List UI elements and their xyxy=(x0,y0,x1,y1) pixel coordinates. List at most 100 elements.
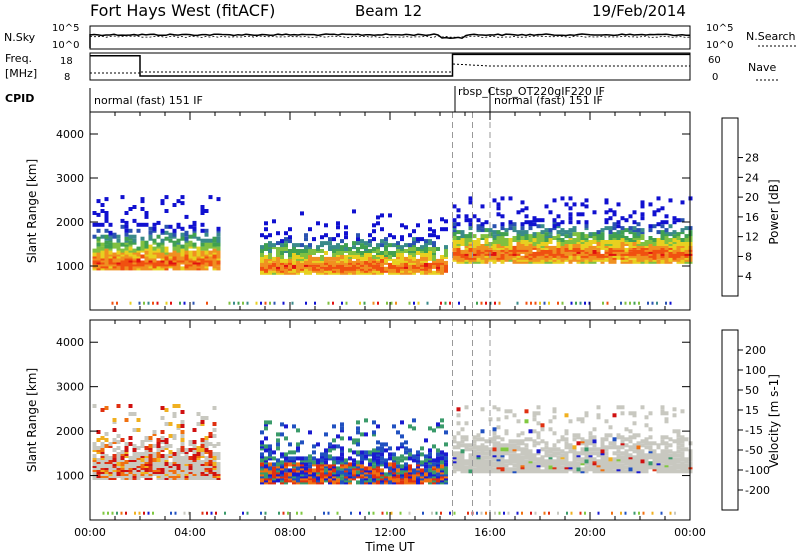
echo-cell xyxy=(676,437,681,442)
echo-cell xyxy=(356,258,360,263)
echo-cell xyxy=(579,511,582,515)
echo-cell xyxy=(134,511,136,515)
echo-cell xyxy=(668,232,673,237)
echo-cell xyxy=(308,464,312,469)
echo-cell xyxy=(104,240,109,245)
echo-cell xyxy=(144,222,149,227)
echo-cell xyxy=(632,220,637,225)
echo-cell xyxy=(368,239,372,244)
echo-cell xyxy=(648,240,653,244)
echo-cell xyxy=(352,458,356,463)
echo-cell xyxy=(444,462,448,467)
echo-cell xyxy=(180,410,185,414)
echo-cell xyxy=(284,456,288,461)
echo-cell xyxy=(192,450,197,454)
echo-cell xyxy=(312,249,316,253)
echo-cell xyxy=(485,511,487,515)
echo-cell xyxy=(644,437,649,442)
echo-cell xyxy=(212,236,217,241)
echo-cell xyxy=(600,232,605,237)
echo-cell xyxy=(512,236,517,240)
echo-cell xyxy=(332,256,336,261)
echo-cell xyxy=(648,202,653,207)
echo-cell xyxy=(464,218,469,223)
echo-cell xyxy=(496,425,501,430)
freq-label: Freq. xyxy=(5,52,32,65)
echo-cell xyxy=(568,206,573,211)
echo-cell xyxy=(108,460,113,464)
echo-cell xyxy=(132,218,137,223)
echo-cell xyxy=(148,230,153,235)
echo-cell xyxy=(356,480,360,485)
echo-cell xyxy=(498,301,501,305)
echo-cell xyxy=(380,456,384,461)
echo-cell xyxy=(132,412,137,416)
echo-cell xyxy=(528,238,533,242)
echo-cell xyxy=(196,412,201,416)
echo-cell xyxy=(380,227,384,232)
echo-cell xyxy=(192,301,195,305)
echo-cell xyxy=(396,260,400,265)
echo-cell xyxy=(632,259,637,264)
echo-cell xyxy=(188,440,193,444)
echo-cell xyxy=(496,417,501,422)
echo-cell xyxy=(216,254,221,259)
echo-cell xyxy=(476,433,481,438)
echo-cell xyxy=(452,469,457,474)
colorbar-tick-label: -100 xyxy=(745,464,770,477)
echo-cell xyxy=(404,472,408,477)
echo-cell xyxy=(208,238,213,243)
echo-cell xyxy=(460,435,465,440)
echo-cell xyxy=(648,228,653,233)
echo-cell xyxy=(148,460,153,464)
echo-cell xyxy=(292,260,296,265)
echo-cell xyxy=(136,428,141,432)
echo-cell xyxy=(484,234,489,239)
echo-cell xyxy=(308,249,312,253)
echo-cell xyxy=(436,235,440,240)
echo-cell xyxy=(192,242,197,247)
echo-cell xyxy=(504,463,509,468)
echo-cell xyxy=(552,415,557,420)
echo-cell xyxy=(556,222,561,227)
echo-cell xyxy=(444,456,448,461)
echo-cell xyxy=(632,242,637,246)
echo-cell xyxy=(592,236,597,240)
echo-cell xyxy=(316,221,320,226)
echo-cell xyxy=(152,238,157,243)
echo-cell xyxy=(276,446,280,451)
echo-cell xyxy=(148,244,153,249)
echo-cell xyxy=(648,441,653,446)
echo-cell xyxy=(684,245,689,250)
echo-cell xyxy=(304,237,308,242)
echo-cell xyxy=(524,437,529,442)
beam-title: Beam 12 xyxy=(355,2,422,20)
echo-cell xyxy=(264,426,268,431)
echo-cell xyxy=(632,433,637,438)
echo-cell xyxy=(380,446,384,451)
echo-cell xyxy=(620,301,622,305)
echo-cell xyxy=(536,457,541,462)
echo-cell xyxy=(120,511,123,515)
echo-cell xyxy=(636,228,641,233)
echo-cell xyxy=(644,415,649,420)
echo-cell xyxy=(364,245,368,250)
echo-cell xyxy=(616,405,621,410)
echo-cell xyxy=(572,238,577,242)
echo-cell xyxy=(380,255,384,259)
echo-cell xyxy=(328,237,332,242)
echo-cell xyxy=(272,466,276,471)
echo-cell xyxy=(664,253,669,258)
echo-cell xyxy=(452,451,457,456)
power-dashed-lines xyxy=(452,112,491,310)
colorbar-tick-label: -15 xyxy=(745,424,763,437)
echo-cell xyxy=(324,460,328,465)
echo-cell xyxy=(176,252,181,257)
echo-cell xyxy=(480,301,483,305)
echo-cell xyxy=(184,230,189,235)
echo-cell xyxy=(174,511,177,515)
echo-cell xyxy=(572,469,577,474)
echo-cell xyxy=(568,196,573,201)
echo-cell xyxy=(672,220,677,225)
echo-cell xyxy=(316,464,320,469)
